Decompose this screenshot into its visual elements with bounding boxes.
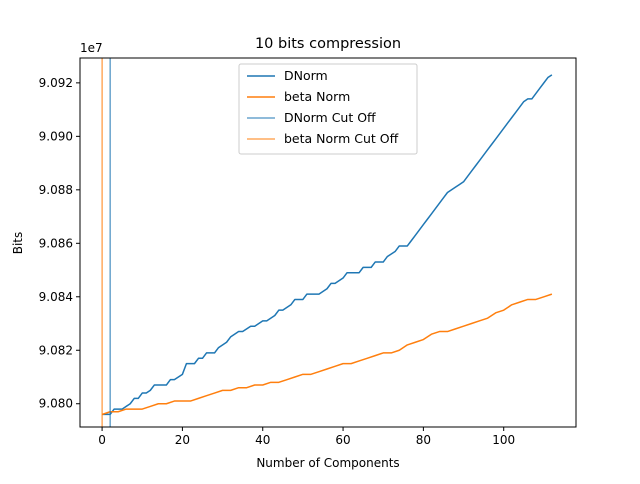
y-tick-label: 9.080 — [39, 397, 73, 411]
x-tick-label: 20 — [175, 433, 190, 447]
plot-area: 0 20 40 60 80 100 9.0809.0829.0849.0869.0889.… — [39, 57, 577, 447]
series-line-dnorm — [102, 74, 553, 416]
legend-label-beta-norm: beta Norm — [284, 89, 350, 104]
legend-label-dnorm: DNorm — [284, 68, 328, 83]
cutoff-lines — [101, 58, 111, 427]
legend-label-dnorm-cut-off: DNorm Cut Off — [284, 110, 376, 125]
legend-label-beta-norm-cut-off: beta Norm Cut Off — [284, 131, 399, 146]
legend: DNorm beta Norm DNorm Cut Off beta Norm Cut… — [238, 63, 418, 155]
x-tick-label: 40 — [255, 433, 270, 447]
y-tick-label: 9.092 — [39, 76, 73, 90]
x-tick-label: 80 — [416, 433, 431, 447]
legend-box — [238, 63, 418, 155]
y-axis-label: Bits — [11, 232, 25, 255]
series-lines — [101, 74, 553, 416]
x-tick-label: 100 — [492, 433, 515, 447]
y-tick-label: 9.082 — [39, 343, 73, 357]
x-tick-label: 60 — [335, 433, 350, 447]
y-tick-label: 9.086 — [39, 236, 73, 250]
y-tick-label: 9.088 — [39, 183, 73, 197]
chart-title: 10 bits compression — [255, 36, 401, 52]
y-tick-label: 9.084 — [39, 290, 73, 304]
x-axis-label: Number of Components — [256, 456, 399, 470]
x-tick-label: 0 — [98, 433, 106, 447]
y-tick-label: 9.090 — [39, 129, 73, 143]
axes-frame — [79, 57, 577, 428]
y-offset-label: 1e7 — [80, 41, 103, 55]
y-axis-ticks: 9.080 9.082 9.084 9.086 9.088 9.090 9.092 — [39, 76, 80, 411]
x-axis-ticks: 0 20 40 60 80 100 — [98, 427, 515, 447]
series-line-beta-norm — [101, 293, 553, 416]
